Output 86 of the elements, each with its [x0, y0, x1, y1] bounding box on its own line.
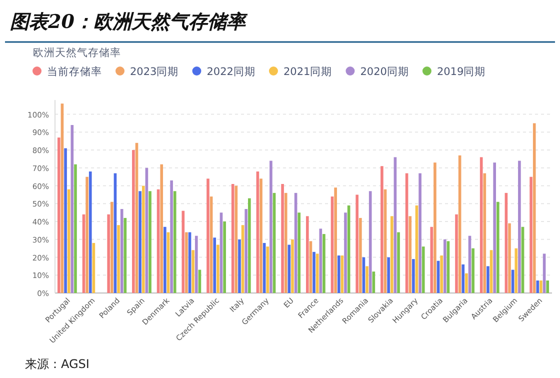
bar [334, 188, 337, 293]
bar [120, 209, 124, 293]
bar [408, 216, 412, 293]
bar [234, 186, 238, 293]
bar [412, 259, 415, 293]
bar [206, 178, 210, 293]
legend-label: 2019同期 [436, 66, 486, 78]
bar [514, 248, 518, 293]
bar [57, 138, 60, 293]
bar [284, 192, 288, 293]
bar [281, 184, 284, 293]
bar [148, 191, 152, 293]
bar [430, 226, 434, 293]
bar [530, 176, 532, 293]
bar [434, 162, 436, 293]
bar [117, 225, 120, 293]
bar [138, 191, 142, 293]
bar [465, 273, 468, 293]
bar [248, 198, 251, 293]
bar [472, 248, 474, 293]
bar [322, 234, 326, 293]
bar [319, 228, 322, 293]
bar [170, 180, 173, 293]
bar [86, 176, 88, 293]
bar [387, 257, 390, 293]
bar [270, 160, 272, 293]
chart-subtitle: 欧洲天然气存储率 [33, 46, 121, 59]
bar [173, 191, 176, 293]
bar [132, 150, 135, 293]
bar [64, 148, 67, 293]
bar [291, 239, 294, 293]
bar [213, 238, 216, 293]
bar [532, 123, 536, 293]
bar [462, 264, 465, 293]
bar [74, 164, 77, 293]
bar [185, 232, 188, 293]
bar [182, 210, 185, 293]
bar [223, 222, 226, 293]
bar [344, 212, 347, 293]
bar [70, 125, 74, 293]
bar [540, 280, 542, 293]
bar [312, 252, 316, 293]
bar [216, 244, 220, 293]
legend-label: 当前存储率 [47, 65, 102, 78]
bar [260, 178, 262, 293]
bar [298, 212, 301, 293]
bar [164, 226, 166, 293]
bar [368, 191, 372, 293]
bar [422, 246, 425, 293]
bar [366, 266, 368, 293]
bar [483, 173, 486, 293]
bar [192, 250, 194, 293]
bar [266, 246, 270, 293]
legend-label: 2023同期 [130, 66, 179, 78]
bar [110, 202, 114, 293]
bar [337, 255, 340, 293]
bar [455, 214, 458, 293]
bar [480, 157, 483, 293]
bar [440, 255, 443, 293]
bar [107, 214, 110, 293]
bar [160, 164, 164, 293]
bar [397, 232, 400, 293]
bar [546, 280, 550, 293]
bar [238, 239, 241, 293]
bar [231, 184, 234, 293]
bar [359, 218, 362, 293]
bar [486, 266, 490, 293]
legend-label: 2020同期 [360, 66, 409, 78]
bar [356, 194, 358, 293]
bar [142, 186, 145, 293]
bar [418, 173, 422, 293]
bar [194, 236, 198, 293]
bar [496, 202, 500, 293]
bar [493, 162, 496, 293]
bar [518, 160, 521, 293]
legend-label: 2022同期 [206, 66, 256, 78]
bar [380, 166, 384, 293]
source-note: 来源：AGSI [25, 357, 90, 371]
bar [88, 171, 92, 293]
chart-title: 图表20：欧洲天然气存储率 [10, 11, 248, 33]
bar [443, 239, 446, 293]
bar [306, 216, 309, 293]
bar [508, 223, 511, 293]
legend-label: 2021同期 [283, 66, 332, 78]
bar [390, 216, 394, 293]
bar [244, 209, 248, 293]
